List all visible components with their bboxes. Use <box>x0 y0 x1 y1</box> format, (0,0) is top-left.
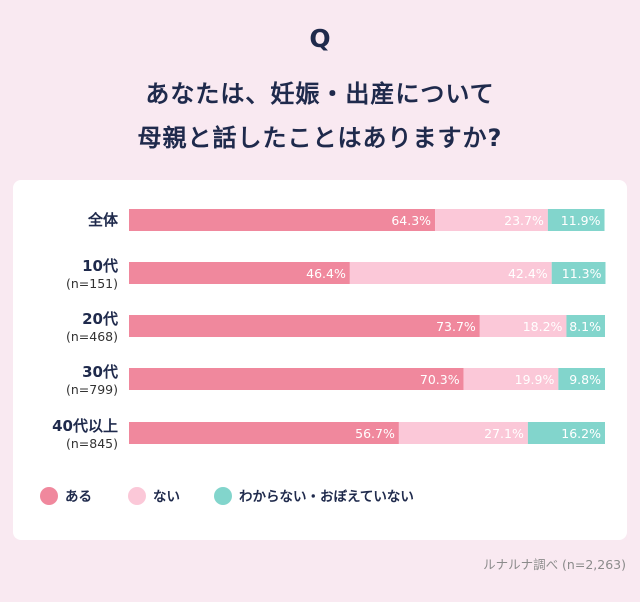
bar-value-label: 27.1% <box>484 426 524 441</box>
bar-segment <box>558 368 605 390</box>
bar-value-label: 64.3% <box>391 213 431 228</box>
bar-segment <box>129 262 350 284</box>
survey-source-credit: ルナルナ調べ (n=2,263) <box>483 557 626 572</box>
category-sample-size: (n=151) <box>66 276 118 291</box>
legend-swatch <box>40 487 58 505</box>
legend-label: ない <box>153 489 180 505</box>
bar-segment <box>398 422 528 444</box>
bar-value-label: 23.7% <box>504 213 544 228</box>
bar-segment <box>129 422 399 444</box>
bar-value-label: 16.2% <box>561 426 601 441</box>
legend-label: ある <box>65 489 92 505</box>
legend-swatch <box>214 487 232 505</box>
bar-value-label: 9.8% <box>569 372 601 387</box>
bar-segment <box>435 209 548 231</box>
category-label: 10代 <box>82 257 118 275</box>
category-sample-size: (n=468) <box>66 329 118 344</box>
category-label: 全体 <box>87 211 119 229</box>
survey-question-line-2: 母親と話したことはありますか? <box>137 124 503 152</box>
category-label: 30代 <box>82 363 118 381</box>
bar-value-label: 11.9% <box>561 213 601 228</box>
bar-value-label: 73.7% <box>436 319 476 334</box>
bar-value-label: 56.7% <box>355 426 395 441</box>
bar-segment <box>129 368 464 390</box>
legend-label: わからない・おぼえていない <box>239 489 414 505</box>
bar-segment <box>129 315 480 337</box>
bar-value-label: 18.2% <box>523 319 563 334</box>
bar-segment <box>551 262 606 284</box>
question-mark-label: Q <box>309 24 331 53</box>
bar-value-label: 70.3% <box>420 372 460 387</box>
chart-card: 全体 64.3% 23.7% 11.9% 10代 (n=151) 46.4% 42.4% 11.… <box>13 180 627 540</box>
bar-value-label: 42.4% <box>508 266 548 281</box>
bar-segment <box>566 315 605 337</box>
bar-segment <box>349 262 552 284</box>
bar-segment <box>129 209 436 231</box>
category-sample-size: (n=845) <box>66 436 118 451</box>
bar-value-label: 11.3% <box>562 266 602 281</box>
bar-segment <box>527 422 605 444</box>
bar-segment <box>463 368 559 390</box>
category-label: 20代 <box>82 310 118 328</box>
bar-segment <box>479 315 567 337</box>
legend-swatch <box>128 487 146 505</box>
survey-question-line-1: あなたは、妊娠・出産について <box>145 80 495 108</box>
category-sample-size: (n=799) <box>66 382 118 397</box>
stacked-bar-chart: 全体 64.3% 23.7% 11.9% 10代(n=151) 46.4% 42.4% 11.… <box>40 209 606 505</box>
bar-value-label: 8.1% <box>569 319 601 334</box>
bar-value-label: 19.9% <box>515 372 555 387</box>
category-label: 40代以上 <box>52 417 118 435</box>
bar-segment <box>547 209 605 231</box>
bar-value-label: 46.4% <box>306 266 346 281</box>
